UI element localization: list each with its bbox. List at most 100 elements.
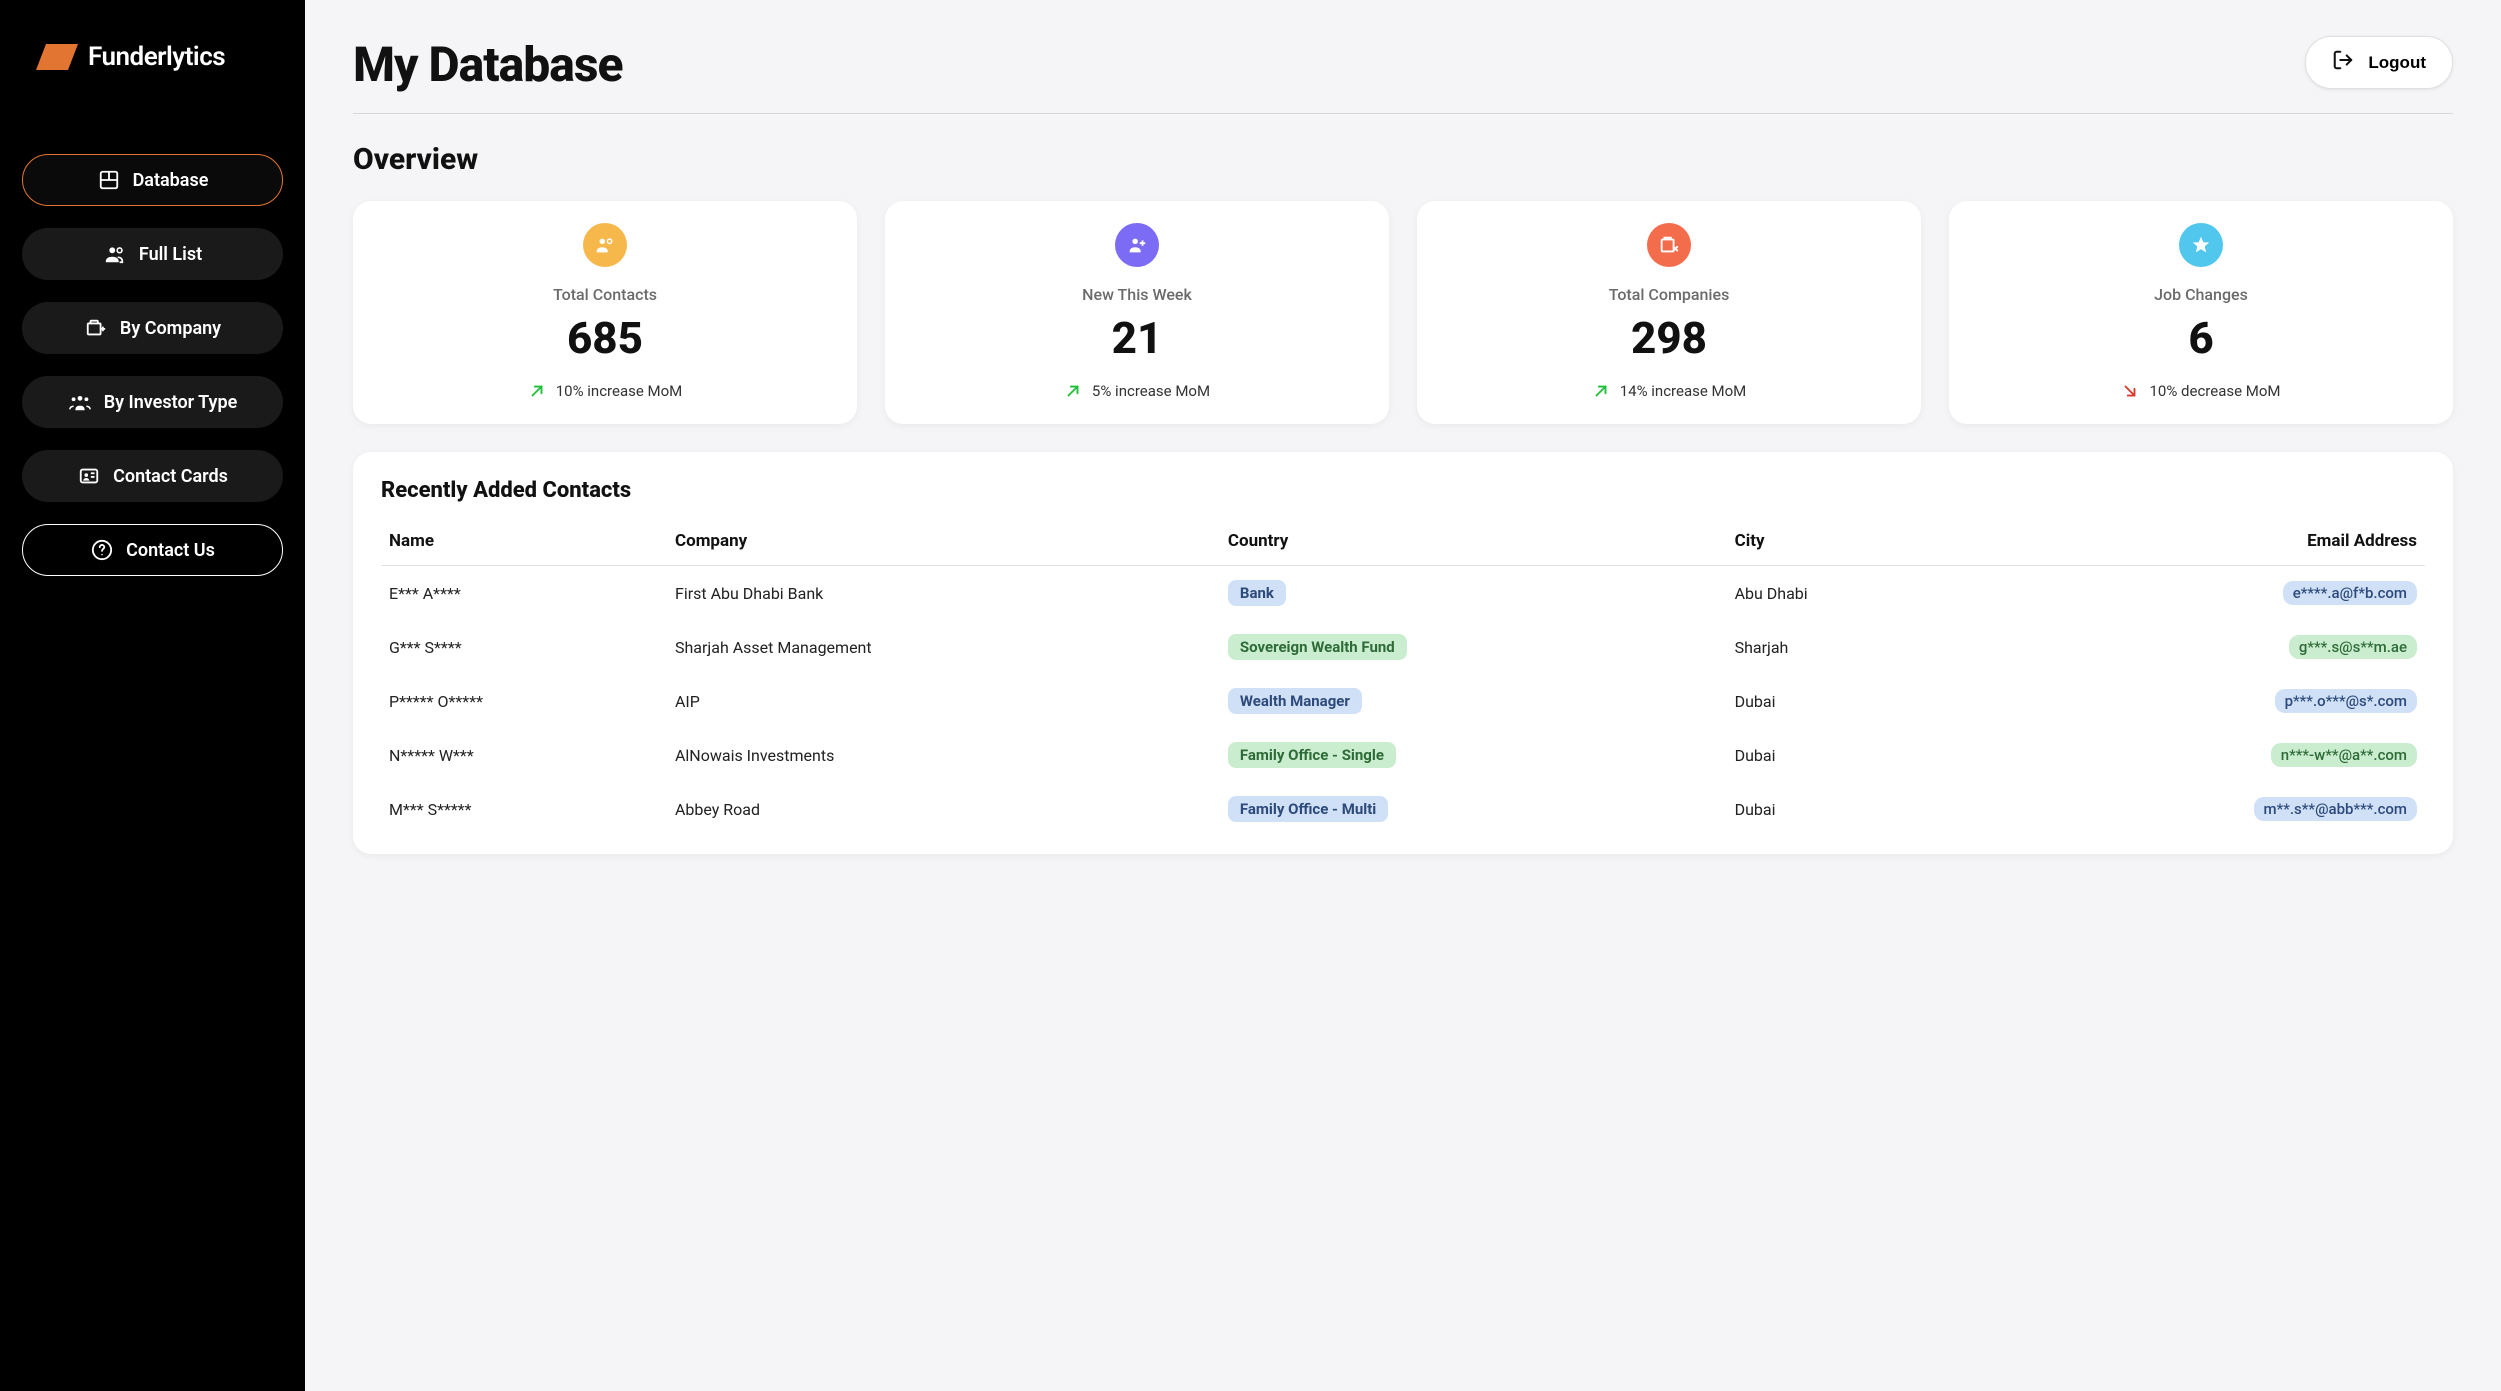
card-value: 685 bbox=[373, 312, 837, 364]
cell-tag: Bank bbox=[1220, 566, 1727, 621]
card-value: 6 bbox=[1969, 312, 2433, 364]
card-value: 21 bbox=[905, 312, 1369, 364]
card-trend: 14% increase MoM bbox=[1437, 382, 1901, 400]
cell-tag: Family Office - Single bbox=[1220, 728, 1727, 782]
card-label: New This Week bbox=[905, 285, 1369, 304]
sidebar: Funderlytics Database Full List By Company… bbox=[0, 0, 305, 1391]
sidebar-item-database[interactable]: Database bbox=[22, 154, 283, 206]
sidebar-item-label: Full List bbox=[139, 244, 202, 265]
table-header-cell: Name bbox=[381, 521, 667, 566]
overview-card-total-companies: Total Companies 298 14% increase MoM bbox=[1417, 201, 1921, 424]
sidebar-item-label: Contact Cards bbox=[113, 466, 228, 487]
tag-badge: Sovereign Wealth Fund bbox=[1228, 634, 1407, 660]
table-header-cell: Country bbox=[1220, 521, 1727, 566]
cell-company: Abbey Road bbox=[667, 782, 1220, 836]
email-pill: p***.o***@s*.com bbox=[2275, 689, 2417, 713]
recent-contacts-card: Recently Added Contacts NameCompanyCount… bbox=[353, 452, 2453, 854]
dashboard-icon bbox=[97, 168, 121, 192]
cell-company: Sharjah Asset Management bbox=[667, 620, 1220, 674]
tag-badge: Wealth Manager bbox=[1228, 688, 1362, 714]
trend-up-icon bbox=[1064, 382, 1082, 400]
sidebar-item-by-company[interactable]: By Company bbox=[22, 302, 283, 354]
table-row[interactable]: G*** S****Sharjah Asset Management Sovere… bbox=[381, 620, 2425, 674]
email-pill: e****.a@f*b.com bbox=[2283, 581, 2417, 605]
trend-text: 14% increase MoM bbox=[1620, 382, 1747, 400]
sidebar-item-label: By Investor Type bbox=[104, 392, 238, 413]
id-card-icon bbox=[77, 464, 101, 488]
trend-text: 10% decrease MoM bbox=[2149, 382, 2280, 400]
logo-mark-icon bbox=[36, 40, 78, 74]
nav: Database Full List By Company By Investor T… bbox=[22, 154, 283, 502]
card-label: Total Companies bbox=[1437, 285, 1901, 304]
help-icon bbox=[90, 538, 114, 562]
trend-up-icon bbox=[1592, 382, 1610, 400]
logout-button[interactable]: Logout bbox=[2305, 36, 2453, 89]
cell-city: Dubai bbox=[1727, 728, 1959, 782]
trend-down-icon bbox=[2121, 382, 2139, 400]
cell-city: Abu Dhabi bbox=[1727, 566, 1959, 621]
cell-city: Dubai bbox=[1727, 782, 1959, 836]
company-icon bbox=[84, 316, 108, 340]
logout-label: Logout bbox=[2368, 53, 2426, 73]
overview-title: Overview bbox=[353, 142, 2453, 177]
cell-company: AlNowais Investments bbox=[667, 728, 1220, 782]
star-icon bbox=[2179, 223, 2223, 267]
trend-up-icon bbox=[528, 382, 546, 400]
sidebar-item-by-investor-type[interactable]: By Investor Type bbox=[22, 376, 283, 428]
overview-card-total-contacts: Total Contacts 685 10% increase MoM bbox=[353, 201, 857, 424]
card-value: 298 bbox=[1437, 312, 1901, 364]
trend-text: 5% increase MoM bbox=[1092, 382, 1210, 400]
tag-badge: Bank bbox=[1228, 580, 1286, 606]
card-trend: 5% increase MoM bbox=[905, 382, 1369, 400]
email-pill: m**.s**@abb***.com bbox=[2254, 797, 2417, 821]
sidebar-item-label: Database bbox=[133, 170, 209, 191]
cell-name: N***** W*** bbox=[381, 728, 667, 782]
table-row[interactable]: N***** W***AlNowais Investments Family Of… bbox=[381, 728, 2425, 782]
cell-email: g***.s@s**m.ae bbox=[1958, 620, 2425, 674]
cell-name: E*** A**** bbox=[381, 566, 667, 621]
person-add-icon bbox=[1115, 223, 1159, 267]
cell-email: p***.o***@s*.com bbox=[1958, 674, 2425, 728]
cell-email: e****.a@f*b.com bbox=[1958, 566, 2425, 621]
people-icon bbox=[103, 242, 127, 266]
cell-email: n***-w**@a**.com bbox=[1958, 728, 2425, 782]
cell-tag: Sovereign Wealth Fund bbox=[1220, 620, 1727, 674]
table-body: E*** A****First Abu Dhabi Bank Bank Abu Dh… bbox=[381, 566, 2425, 837]
overview-cards: Total Contacts 685 10% increase MoM New Thi… bbox=[353, 201, 2453, 424]
contacts-icon bbox=[583, 223, 627, 267]
card-label: Job Changes bbox=[1969, 285, 2433, 304]
card-trend: 10% increase MoM bbox=[373, 382, 837, 400]
table-header-row: NameCompanyCountryCityEmail Address bbox=[381, 521, 2425, 566]
card-label: Total Contacts bbox=[373, 285, 837, 304]
recent-contacts-table: NameCompanyCountryCityEmail Address E***… bbox=[381, 521, 2425, 836]
table-row[interactable]: E*** A****First Abu Dhabi Bank Bank Abu Dh… bbox=[381, 566, 2425, 621]
cell-city: Dubai bbox=[1727, 674, 1959, 728]
table-header-cell: Company bbox=[667, 521, 1220, 566]
trend-text: 10% increase MoM bbox=[556, 382, 683, 400]
logo-text: Funderlytics bbox=[88, 42, 225, 72]
cell-name: M*** S***** bbox=[381, 782, 667, 836]
sidebar-item-contact-us[interactable]: Contact Us bbox=[22, 524, 283, 576]
recent-contacts-title: Recently Added Contacts bbox=[381, 478, 2425, 503]
sidebar-item-label: By Company bbox=[120, 318, 221, 339]
logo: Funderlytics bbox=[22, 40, 283, 74]
main: My Database Logout Overview Total Contac… bbox=[305, 0, 2501, 1391]
cell-tag: Family Office - Multi bbox=[1220, 782, 1727, 836]
table-row[interactable]: P***** O*****AIPWealth ManagerDubaip***.… bbox=[381, 674, 2425, 728]
table-header-cell: Email Address bbox=[1958, 521, 2425, 566]
groups-icon bbox=[68, 390, 92, 414]
email-pill: n***-w**@a**.com bbox=[2271, 743, 2417, 767]
cell-tag: Wealth Manager bbox=[1220, 674, 1727, 728]
sidebar-item-label: Contact Us bbox=[126, 540, 215, 561]
tag-badge: Family Office - Single bbox=[1228, 742, 1396, 768]
table-row[interactable]: M*** S*****Abbey RoadFamily Office - Mul… bbox=[381, 782, 2425, 836]
header: My Database Logout bbox=[353, 36, 2453, 114]
cell-name: P***** O***** bbox=[381, 674, 667, 728]
cell-company: First Abu Dhabi Bank bbox=[667, 566, 1220, 621]
company-icon bbox=[1647, 223, 1691, 267]
sidebar-item-full-list[interactable]: Full List bbox=[22, 228, 283, 280]
overview-card-new-this-week: New This Week 21 5% increase MoM bbox=[885, 201, 1389, 424]
logout-icon bbox=[2332, 49, 2354, 76]
sidebar-item-contact-cards[interactable]: Contact Cards bbox=[22, 450, 283, 502]
cell-name: G*** S**** bbox=[381, 620, 667, 674]
